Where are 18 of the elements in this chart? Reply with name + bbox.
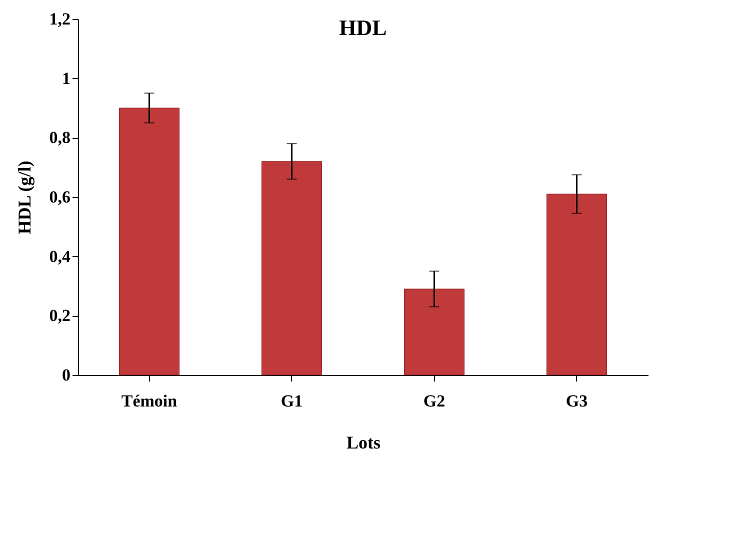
y-tick-label: 1: [62, 68, 70, 88]
bar: [262, 161, 322, 376]
x-tick-label: G3: [566, 392, 588, 410]
y-tick-label: 1,2: [49, 10, 70, 28]
y-tick-label: 0,4: [49, 246, 71, 266]
x-tick-label: G1: [280, 392, 303, 410]
bar: [119, 108, 180, 376]
x-axis-title: Lots: [346, 432, 381, 452]
y-tick-label: 0: [62, 366, 70, 384]
chart-title: HDL: [339, 15, 387, 40]
y-tick-label: 0,6: [49, 188, 70, 206]
y-tick-label: 0,2: [49, 306, 70, 326]
y-tick-label: 0,8: [49, 128, 70, 148]
x-tick-label: Témoin: [121, 392, 178, 410]
bar: [404, 288, 464, 376]
y-axis-title: HDL (g/l): [14, 160, 34, 234]
bar: [546, 194, 607, 376]
x-tick-label: G2: [423, 392, 446, 410]
